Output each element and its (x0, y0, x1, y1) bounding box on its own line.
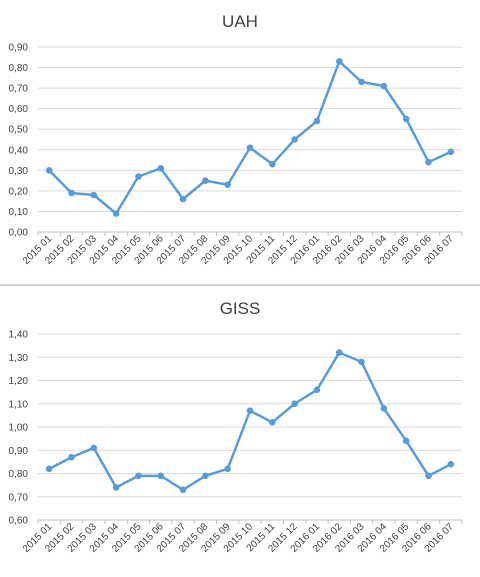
data-point (291, 136, 298, 143)
data-point (157, 164, 165, 172)
y-tick-label: 0,00 (9, 228, 29, 239)
data-point (90, 191, 98, 199)
y-tick-label: 1,20 (9, 376, 29, 387)
data-point (358, 78, 365, 86)
data-point (90, 444, 98, 452)
chart-title: GISS (219, 299, 261, 318)
chart-divider (0, 284, 480, 286)
y-tick-label: 0,50 (9, 125, 29, 136)
data-point (179, 195, 187, 203)
y-tick-label: 0,70 (9, 492, 29, 503)
chart-title: UAH (222, 12, 258, 31)
y-tick-label: 1,00 (9, 423, 29, 434)
data-point (112, 484, 120, 491)
data-point (45, 167, 53, 174)
y-tick-label: 0,20 (9, 186, 29, 197)
data-point (68, 189, 75, 197)
data-point (269, 160, 276, 168)
uah-chart-plot: 0,00 0,10 0,20 0,30 0,40 0,50 0,60 0,70 0,80 0,90… (9, 43, 463, 267)
data-point (202, 472, 209, 480)
y-tick-label: 0,90 (9, 43, 29, 54)
y-tick-label: 0,80 (9, 63, 29, 74)
data-point (202, 177, 209, 184)
giss-chart: GISS 0,60 0,70 0,80 0,90 1,00 1,10 1,20 1,30 1,4… (0, 286, 480, 577)
data-point (269, 419, 276, 426)
y-tick-label: 1,40 (9, 330, 29, 341)
y-tick-label: 1,30 (9, 353, 29, 364)
data-point (425, 158, 432, 166)
y-tick-label: 0,40 (9, 145, 29, 156)
data-point (447, 460, 455, 468)
data-point (447, 148, 455, 156)
data-point (313, 117, 321, 125)
data-point (112, 210, 120, 217)
series-line (48, 351, 452, 492)
y-tick-label: 1,10 (9, 399, 29, 410)
data-point (135, 173, 142, 180)
data-point (45, 465, 53, 473)
data-point (224, 465, 231, 473)
data-point (157, 472, 165, 480)
data-point (179, 486, 187, 494)
data-point (224, 181, 231, 189)
data-point (68, 453, 75, 461)
y-tick-label: 0,60 (9, 104, 29, 115)
data-point (246, 144, 254, 152)
giss-chart-plot: 0,600,700,800,901,001,101,201,301,402015… (9, 330, 463, 555)
data-point (313, 386, 321, 394)
data-point (425, 472, 432, 480)
y-tick-label: 0,10 (9, 207, 29, 218)
data-point (402, 437, 410, 445)
data-point (402, 115, 410, 123)
y-tick-label: 0,30 (9, 166, 29, 177)
y-tick-label: 0,80 (9, 469, 29, 480)
y-tick-label: 0,90 (9, 446, 29, 457)
data-point (246, 407, 254, 415)
data-point (291, 400, 298, 408)
data-point (335, 349, 343, 356)
uah-chart: UAH 0,00 0,10 0,20 0,30 0,40 0,50 0,60 0,70 0,80… (0, 0, 480, 285)
data-point (380, 405, 388, 412)
data-point (135, 472, 142, 480)
y-tick-label: 0,60 (9, 516, 29, 527)
y-tick-label: 0,70 (9, 84, 29, 95)
data-point (335, 58, 343, 65)
data-point (380, 82, 388, 90)
data-point (358, 358, 365, 366)
